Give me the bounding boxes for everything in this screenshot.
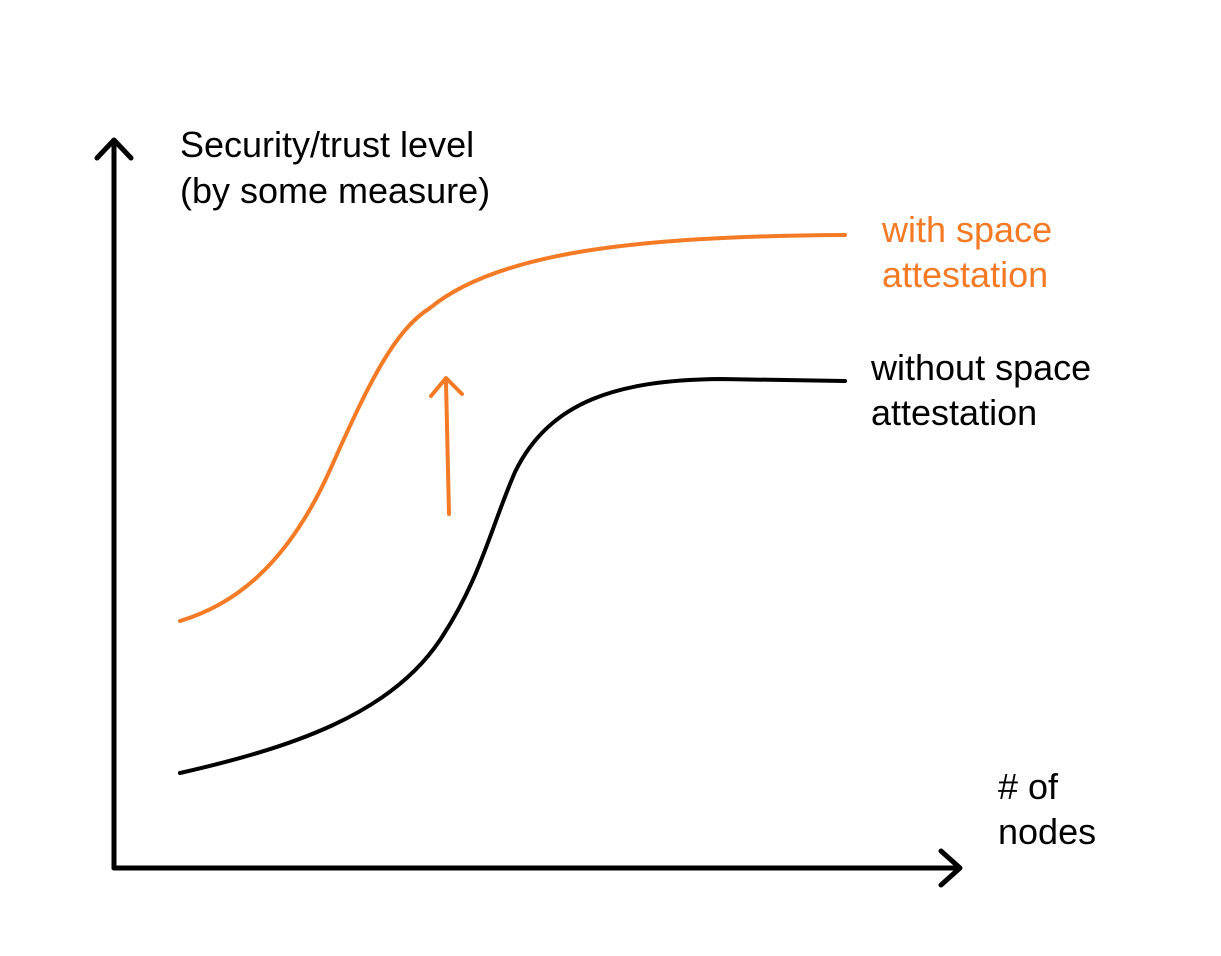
improvement-arrow-shaft	[444, 380, 451, 516]
with-curve-label: with space attestation	[881, 209, 1062, 295]
y-axis-arrowhead-icon	[94, 137, 134, 161]
with-curve-label-line1: with space	[881, 209, 1052, 250]
y-axis-label: Security/trust level (by some measure)	[180, 124, 490, 211]
x-axis-arrowhead-icon	[938, 848, 963, 888]
curve-without-space-attestation	[178, 376, 847, 775]
curve-with-space-attestation	[178, 233, 847, 623]
without-curve-label-line1: without space	[870, 347, 1091, 388]
x-axis-label-line2: nodes	[998, 811, 1096, 852]
y-axis-label-line2: (by some measure)	[180, 170, 490, 211]
improvement-arrow-icon	[429, 376, 464, 516]
y-axis-label-line1: Security/trust level	[180, 124, 474, 165]
with-curve-label-line2: attestation	[882, 254, 1048, 295]
x-axis-label-line1: # of	[998, 766, 1059, 807]
without-curve-label-line2: attestation	[871, 392, 1037, 433]
improvement-arrow-head	[429, 376, 464, 398]
without-curve-label: without space attestation	[870, 347, 1101, 433]
axes	[94, 137, 963, 888]
x-axis-label: # of nodes	[998, 766, 1096, 852]
